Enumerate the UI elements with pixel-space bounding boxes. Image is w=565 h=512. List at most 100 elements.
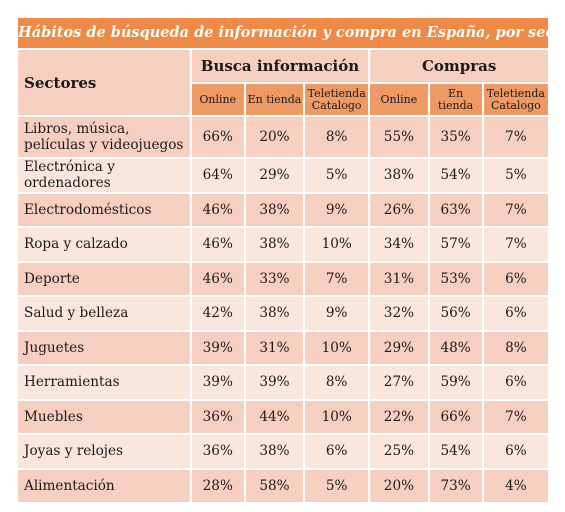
table-row: Libros, música, películas y videojuegos 6…	[18, 117, 548, 157]
cell-value: 6%	[483, 435, 548, 468]
cell-value: 46%	[191, 262, 244, 295]
row-label-sector: Muebles	[18, 400, 190, 433]
cell-value: 8%	[305, 366, 369, 399]
cell-value: 5%	[305, 469, 369, 502]
table-row: Juguetes 39% 31% 10% 29% 48% 8%	[18, 331, 548, 364]
table-row: Electrónica y ordenadores 64% 29% 5% 38% 54% 5…	[18, 159, 548, 192]
cell-value: 54%	[429, 435, 482, 468]
cell-value: 6%	[305, 435, 369, 468]
cell-value: 25%	[370, 435, 428, 468]
cell-value: 10%	[305, 228, 369, 261]
row-label-sector: Electrónica y ordenadores	[18, 159, 190, 192]
table-row: Muebles 36% 44% 10% 22% 66% 7%	[18, 400, 548, 433]
cell-value: 36%	[191, 400, 244, 433]
cell-value: 9%	[305, 297, 369, 330]
data-table: Sectores Busca información Compras Onlin…	[16, 48, 550, 504]
cell-value: 55%	[370, 117, 428, 157]
cell-value: 58%	[245, 469, 304, 502]
cell-value: 31%	[245, 331, 304, 364]
cell-value: 28%	[191, 469, 244, 502]
cell-value: 53%	[429, 262, 482, 295]
cell-value: 29%	[245, 159, 304, 192]
cell-value: 7%	[483, 193, 548, 226]
cell-value: 59%	[429, 366, 482, 399]
cell-value: 46%	[191, 228, 244, 261]
cell-value: 56%	[429, 297, 482, 330]
table-container: Hábitos de búsqueda de información y com…	[18, 18, 548, 504]
cell-value: 8%	[483, 331, 548, 364]
cell-value: 5%	[305, 159, 369, 192]
column-header-sectores: Sectores	[18, 50, 190, 115]
subheader-compras-teletienda: Teletienda Catalogo	[483, 84, 548, 115]
cell-value: 4%	[483, 469, 548, 502]
cell-value: 38%	[370, 159, 428, 192]
table-row: Alimentación 28% 58% 5% 20% 73% 4%	[18, 469, 548, 502]
table-title: Hábitos de búsqueda de información y com…	[18, 18, 548, 48]
cell-value: 34%	[370, 228, 428, 261]
cell-value: 39%	[191, 331, 244, 364]
cell-value: 6%	[483, 366, 548, 399]
cell-value: 44%	[245, 400, 304, 433]
table-row: Deporte 46% 33% 7% 31% 53% 6%	[18, 262, 548, 295]
cell-value: 6%	[483, 262, 548, 295]
row-label-sector: Libros, música, películas y videojuegos	[18, 117, 190, 157]
cell-value: 22%	[370, 400, 428, 433]
cell-value: 36%	[191, 435, 244, 468]
cell-value: 10%	[305, 400, 369, 433]
cell-value: 64%	[191, 159, 244, 192]
cell-value: 66%	[429, 400, 482, 433]
cell-value: 39%	[245, 366, 304, 399]
cell-value: 38%	[245, 193, 304, 226]
cell-value: 66%	[191, 117, 244, 157]
cell-value: 42%	[191, 297, 244, 330]
row-label-sector: Joyas y relojes	[18, 435, 190, 468]
group-header-compras: Compras	[370, 50, 548, 82]
row-label-sector: Herramientas	[18, 366, 190, 399]
row-label-sector: Alimentación	[18, 469, 190, 502]
cell-value: 38%	[245, 228, 304, 261]
cell-value: 7%	[483, 228, 548, 261]
cell-value: 7%	[483, 117, 548, 157]
subheader-busca-en-tienda: En tienda	[245, 84, 304, 115]
cell-value: 6%	[483, 297, 548, 330]
cell-value: 20%	[370, 469, 428, 502]
cell-value: 73%	[429, 469, 482, 502]
cell-value: 5%	[483, 159, 548, 192]
cell-value: 26%	[370, 193, 428, 226]
cell-value: 48%	[429, 331, 482, 364]
row-label-sector: Electrodomésticos	[18, 193, 190, 226]
table-row: Herramientas 39% 39% 8% 27% 59% 6%	[18, 366, 548, 399]
cell-value: 38%	[245, 297, 304, 330]
cell-value: 33%	[245, 262, 304, 295]
subheader-compras-online: Online	[370, 84, 428, 115]
cell-value: 39%	[191, 366, 244, 399]
table-row: Salud y belleza 42% 38% 9% 32% 56% 6%	[18, 297, 548, 330]
cell-value: 9%	[305, 193, 369, 226]
row-label-sector: Ropa y calzado	[18, 228, 190, 261]
cell-value: 7%	[483, 400, 548, 433]
cell-value: 35%	[429, 117, 482, 157]
cell-value: 20%	[245, 117, 304, 157]
cell-value: 54%	[429, 159, 482, 192]
row-label-sector: Juguetes	[18, 331, 190, 364]
subheader-compras-en-tienda: En tienda	[429, 84, 482, 115]
cell-value: 10%	[305, 331, 369, 364]
cell-value: 57%	[429, 228, 482, 261]
table-row: Joyas y relojes 36% 38% 6% 25% 54% 6%	[18, 435, 548, 468]
cell-value: 46%	[191, 193, 244, 226]
cell-value: 63%	[429, 193, 482, 226]
cell-value: 27%	[370, 366, 428, 399]
cell-value: 32%	[370, 297, 428, 330]
subheader-busca-online: Online	[191, 84, 244, 115]
table-row: Ropa y calzado 46% 38% 10% 34% 57% 7%	[18, 228, 548, 261]
cell-value: 7%	[305, 262, 369, 295]
cell-value: 38%	[245, 435, 304, 468]
cell-value: 31%	[370, 262, 428, 295]
group-header-busca-informacion: Busca información	[191, 50, 369, 82]
row-label-sector: Salud y belleza	[18, 297, 190, 330]
cell-value: 8%	[305, 117, 369, 157]
row-label-sector: Deporte	[18, 262, 190, 295]
subheader-busca-teletienda: Teletienda Catalogo	[305, 84, 369, 115]
table-row: Electrodomésticos 46% 38% 9% 26% 63% 7%	[18, 193, 548, 226]
cell-value: 29%	[370, 331, 428, 364]
